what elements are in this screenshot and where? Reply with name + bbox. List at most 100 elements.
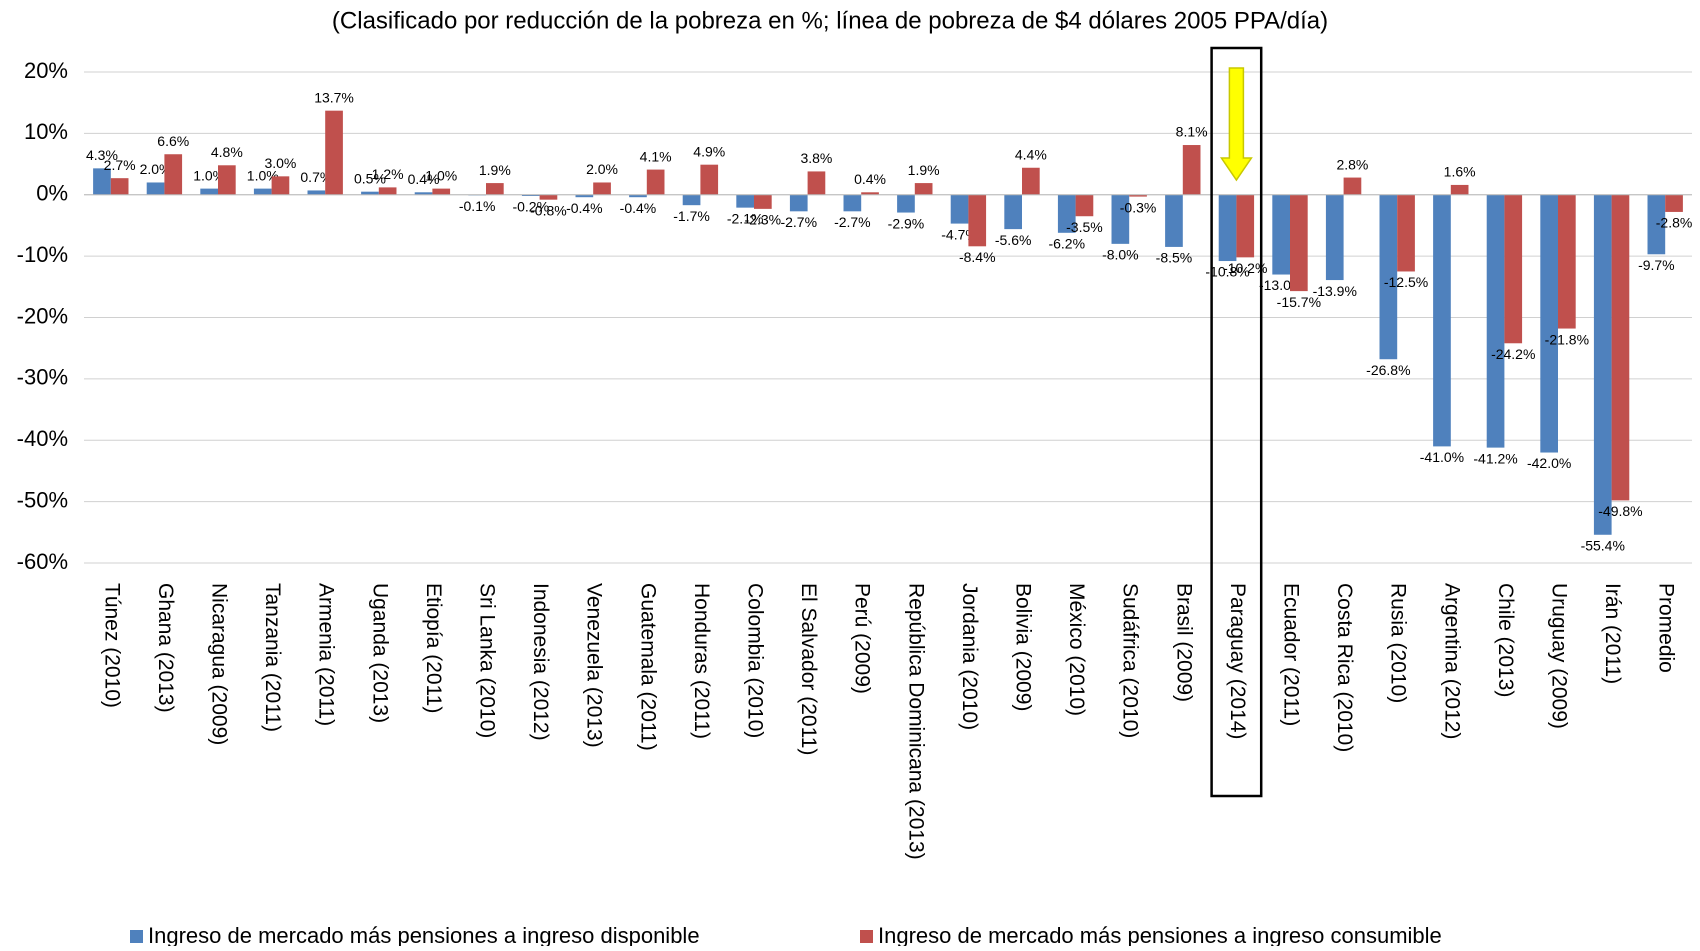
legend-label: Ingreso de mercado más pensiones a ingre…: [148, 923, 700, 946]
bar: [1165, 194, 1183, 247]
data-label: -26.8%: [1366, 362, 1410, 378]
bar: [575, 194, 594, 198]
data-label: -0.8%: [530, 202, 567, 218]
data-label: 1.9%: [479, 162, 511, 178]
y-tick-label: -50%: [17, 487, 68, 512]
data-label: -12.5%: [1384, 274, 1428, 290]
data-label: 2.0%: [140, 161, 172, 177]
data-label: 0.7%: [300, 169, 332, 185]
data-label: -10.8%: [1205, 264, 1249, 280]
data-label: 4.9%: [693, 143, 725, 159]
bar: [1558, 194, 1576, 329]
data-label: 0.4%: [408, 171, 440, 187]
data-label: -9.7%: [1638, 257, 1675, 273]
data-label: -10.2%: [1223, 260, 1267, 276]
bar: [807, 171, 826, 195]
bar: [1504, 194, 1523, 344]
data-label: -13.9%: [1313, 283, 1357, 299]
data-label: -2.1%: [727, 210, 764, 226]
data-label: -21.8%: [1545, 331, 1589, 347]
data-label: 1.6%: [1444, 164, 1476, 180]
y-tick-label: 10%: [24, 119, 68, 144]
bar: [950, 194, 969, 224]
highlight-arrow: [1219, 67, 1253, 182]
data-label: -1.7%: [673, 208, 710, 224]
bar: [1379, 194, 1398, 360]
data-label: -2.8%: [1656, 215, 1693, 231]
bar: [700, 164, 719, 195]
data-label: 3.0%: [264, 155, 296, 171]
x-tick-label: República Dominicana (2013): [904, 583, 927, 860]
data-label: 2.8%: [1336, 156, 1368, 172]
data-label: 4.1%: [640, 148, 672, 164]
x-tick-label: Ghana (2013): [154, 583, 177, 713]
bar: [646, 169, 665, 195]
data-label: -2.7%: [834, 214, 871, 230]
bar: [253, 188, 272, 195]
x-tick-label: Irán (2011): [1601, 583, 1624, 684]
bar: [1182, 145, 1201, 195]
data-label: -49.8%: [1598, 503, 1642, 519]
data-label: -15.7%: [1277, 294, 1321, 310]
bar: [521, 194, 540, 196]
data-label: -0.3%: [1120, 199, 1157, 215]
bar: [1611, 194, 1630, 501]
x-tick-label: Sudáfrica (2010): [1119, 583, 1142, 738]
bar: [164, 154, 183, 195]
x-tick-label: Sri Lanka (2010): [475, 583, 498, 738]
bar: [146, 182, 165, 195]
bar: [110, 178, 129, 195]
bar: [736, 194, 754, 208]
bar: [1343, 177, 1362, 195]
bar: [682, 194, 701, 206]
data-label: 4.3%: [86, 147, 118, 163]
bar: [325, 110, 343, 195]
bar: [93, 168, 111, 195]
data-label: -8.0%: [1102, 247, 1139, 263]
x-tick-label: Brasil (2009): [1172, 583, 1195, 702]
x-tick-label: Armenia (2011): [315, 583, 338, 726]
bar: [218, 165, 236, 195]
bar: [1290, 194, 1308, 292]
data-label: -41.2%: [1473, 450, 1517, 466]
data-label: -0.2%: [512, 199, 549, 215]
x-tick-label: Honduras (2011): [690, 583, 713, 739]
bar: [593, 182, 611, 195]
data-label: 1.0%: [193, 167, 225, 183]
bar: [200, 188, 218, 195]
bar: [968, 194, 987, 247]
data-label: 6.6%: [157, 133, 189, 149]
x-tick-label: Chile (2013): [1494, 583, 1517, 697]
data-label: -42.0%: [1527, 455, 1571, 471]
bar: [1129, 194, 1147, 197]
bar: [307, 190, 326, 195]
bar: [271, 176, 290, 195]
data-label: -3.5%: [1066, 219, 1103, 235]
data-label: -0.4%: [566, 200, 603, 216]
data-label: -2.3%: [745, 212, 782, 228]
data-label: 1.9%: [908, 162, 940, 178]
bar: [1111, 194, 1130, 244]
data-label: -5.6%: [995, 232, 1032, 248]
x-tick-label: Bolivia (2009): [1011, 583, 1034, 711]
data-label: 1.0%: [425, 167, 457, 183]
data-label: -24.2%: [1491, 346, 1535, 362]
bar: [1433, 194, 1451, 447]
data-label: 2.0%: [586, 161, 618, 177]
bar: [1647, 194, 1666, 255]
x-tick-label: Túnez (2010): [100, 583, 123, 708]
x-tick-label: Uruguay (2009): [1547, 583, 1570, 729]
y-tick-label: -10%: [17, 242, 68, 267]
bar: [1325, 194, 1344, 281]
legend-swatch: [130, 930, 143, 943]
bar: [897, 194, 915, 213]
x-tick-label: El Salvador (2011): [797, 583, 820, 755]
y-tick-label: -40%: [17, 426, 68, 451]
y-tick-label: -30%: [17, 365, 68, 390]
bar: [843, 194, 862, 212]
data-label: -8.5%: [1156, 250, 1193, 266]
data-label: 3.8%: [800, 150, 832, 166]
bar: [1593, 194, 1612, 535]
bar: [432, 188, 451, 195]
